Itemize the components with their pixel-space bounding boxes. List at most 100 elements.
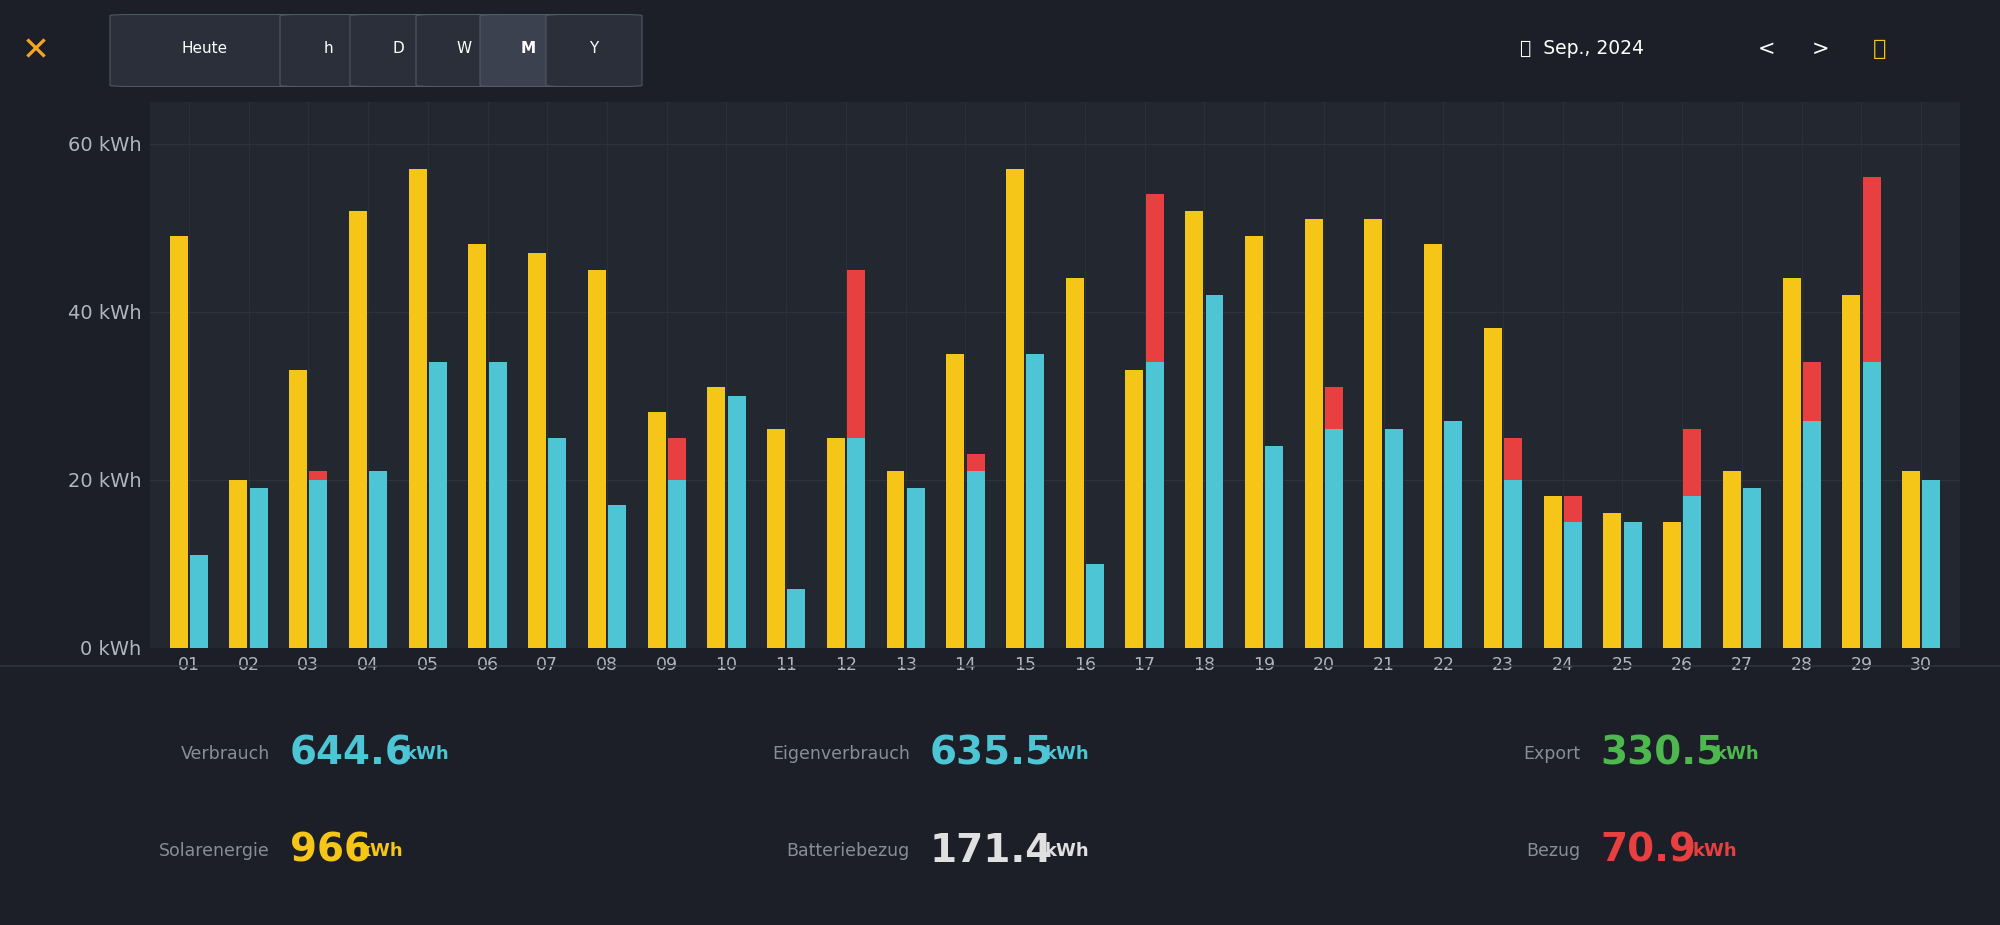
Text: kWh: kWh (404, 745, 450, 763)
Bar (1066, 278, 1084, 648)
Bar (290, 370, 308, 648)
Bar (1842, 295, 1860, 648)
Text: 171.4: 171.4 (930, 832, 1054, 870)
Bar (348, 211, 366, 648)
Bar (548, 438, 566, 648)
Bar (1862, 362, 1880, 648)
Text: Solarenergie: Solarenergie (160, 842, 270, 860)
Bar (250, 488, 268, 648)
Bar (1802, 362, 1820, 421)
Bar (1266, 446, 1284, 648)
Bar (966, 454, 984, 471)
Bar (1902, 471, 1920, 648)
Bar (1564, 522, 1582, 648)
Text: >: > (1812, 39, 1828, 58)
Text: <: < (1758, 39, 1774, 58)
FancyBboxPatch shape (480, 15, 576, 86)
Bar (1624, 522, 1642, 648)
Bar (1504, 479, 1522, 648)
Bar (230, 479, 248, 648)
FancyBboxPatch shape (546, 15, 642, 86)
Bar (1326, 388, 1342, 429)
Bar (848, 270, 866, 438)
Bar (428, 362, 446, 648)
Bar (788, 588, 806, 647)
Bar (826, 438, 844, 648)
Text: kWh: kWh (360, 842, 404, 860)
Bar (1802, 421, 1820, 648)
Bar (588, 270, 606, 648)
Text: Export: Export (1522, 745, 1580, 763)
Bar (1146, 362, 1164, 648)
Bar (370, 471, 388, 648)
Bar (886, 471, 904, 648)
Text: 635.5: 635.5 (930, 734, 1052, 773)
Bar (310, 471, 328, 479)
FancyBboxPatch shape (350, 15, 446, 86)
Text: W: W (456, 41, 472, 56)
Bar (1364, 219, 1382, 648)
Bar (1146, 194, 1164, 362)
Bar (170, 236, 188, 648)
Bar (848, 438, 866, 648)
FancyBboxPatch shape (280, 15, 376, 86)
Text: 📅  Sep., 2024: 📅 Sep., 2024 (1520, 39, 1644, 58)
Bar (946, 353, 964, 648)
Bar (1744, 488, 1762, 648)
Text: Heute: Heute (182, 41, 228, 56)
Bar (648, 413, 666, 648)
FancyBboxPatch shape (110, 15, 300, 86)
Bar (966, 471, 984, 648)
Bar (1544, 497, 1562, 648)
Text: Bezug: Bezug (1526, 842, 1580, 860)
Bar (528, 253, 546, 648)
Text: M: M (520, 41, 536, 56)
Bar (728, 396, 746, 648)
Bar (1722, 471, 1740, 648)
Bar (488, 362, 506, 648)
Bar (1684, 497, 1702, 648)
Text: 70.9: 70.9 (1600, 832, 1696, 870)
Bar (708, 388, 726, 648)
Bar (1604, 513, 1622, 647)
Bar (468, 244, 486, 648)
Text: h: h (324, 41, 332, 56)
Text: Batteriebezug: Batteriebezug (786, 842, 910, 860)
Text: 644.6: 644.6 (290, 734, 412, 773)
Text: Verbrauch: Verbrauch (180, 745, 270, 763)
FancyBboxPatch shape (416, 15, 512, 86)
Bar (1006, 169, 1024, 647)
Bar (1564, 497, 1582, 522)
Bar (1304, 219, 1322, 648)
Bar (1444, 421, 1462, 648)
Text: 330.5: 330.5 (1600, 734, 1724, 773)
Bar (906, 488, 924, 648)
Bar (668, 479, 686, 648)
Text: kWh: kWh (1716, 745, 1760, 763)
Bar (1086, 563, 1104, 647)
Bar (408, 169, 426, 647)
Bar (1126, 370, 1144, 648)
Text: kWh: kWh (1044, 745, 1090, 763)
Text: 966: 966 (290, 832, 372, 870)
Text: ✕: ✕ (22, 34, 50, 67)
Bar (1862, 178, 1880, 362)
Bar (1782, 278, 1800, 648)
Bar (1484, 328, 1502, 648)
Bar (608, 505, 626, 648)
Text: kWh: kWh (1692, 842, 1736, 860)
Bar (1922, 479, 1940, 648)
Text: kWh: kWh (1044, 842, 1090, 860)
Bar (668, 438, 686, 479)
Bar (190, 555, 208, 648)
Bar (1664, 522, 1682, 648)
Bar (1326, 429, 1342, 648)
Bar (1504, 438, 1522, 479)
Text: Y: Y (590, 41, 598, 56)
Text: D: D (392, 41, 404, 56)
Bar (1384, 429, 1402, 648)
Bar (1424, 244, 1442, 648)
Text: Eigenverbrauch: Eigenverbrauch (772, 745, 910, 763)
Bar (1026, 353, 1044, 648)
Bar (768, 429, 784, 648)
